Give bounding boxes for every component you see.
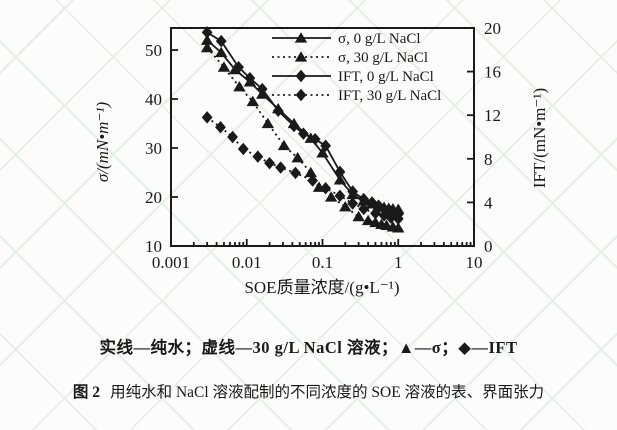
chart-legend: σ, 0 g/L NaCl σ, 30 g/L NaCl IFT, 0 g/L Na… [272,31,441,104]
right-tick-label: 16 [484,63,501,82]
x-tick-label: 0.1 [312,253,333,272]
diamond-marker [358,202,370,216]
plot-frame [170,27,475,247]
diamond-marker [275,161,287,174]
triangle-marker [339,201,352,212]
tension-vs-concentration-chart: 10 20 30 40 50 0 4 8 12 16 20 0.001 0.01 0.1 1 10 σ/(mN… [93,19,549,297]
diamond-marker [320,182,332,195]
line-style-note: 实线—纯水；虚线—30 g/L NaCl 溶液；▲—σ；◆—IFT [99,338,518,357]
diamond-marker [252,150,264,163]
legend-entry-1: σ, 30 g/L NaCl [272,50,428,66]
diamond-marker [244,71,256,85]
right-y-axis-title: IFT/(mN•m⁻¹) [530,88,549,188]
data-series [200,26,405,233]
diamond-marker [227,130,238,144]
triangle-marker [200,34,214,45]
diamond-marker [272,104,284,118]
diamond-marker [307,174,318,187]
left-y-axis-title: σ/(mN•m⁻¹) [93,101,112,182]
triangle-marker [200,41,214,53]
legend-marker-diamond [295,69,307,83]
triangle-marker [392,222,405,233]
figure-caption: 图 2 用纯水和 NaCl 溶液配制的不同浓度的 SOE 溶液的表、界面张力 [0,380,617,402]
x-tick-label: 10 [466,253,483,272]
diamond-marker [256,82,268,96]
diamond-marker [320,139,332,152]
triangle-marker [333,174,347,185]
diamond-marker [334,165,346,179]
legend-label: σ, 0 g/L NaCl [338,31,421,47]
diamond-marker [288,119,300,133]
diamond-marker [237,142,249,156]
diamond-marker [309,132,321,146]
diamond-marker [290,166,301,180]
triangle-marker [261,117,275,129]
left-tick-label: 50 [145,41,162,60]
diamond-marker [201,26,213,39]
diamond-marker [378,202,390,216]
left-tick-label: 20 [145,188,162,207]
triangle-marker [361,214,375,226]
diamond-marker [370,207,381,220]
diamond-marker [201,111,213,124]
left-tick-label: 40 [145,90,162,109]
diamond-marker [378,209,390,222]
triangle-marker [324,191,338,202]
left-tick-label: 10 [145,237,162,256]
series-3 [201,111,404,225]
triangle-marker [352,210,365,222]
triangle-marker [316,147,329,158]
diamond-marker [264,156,275,170]
triangle-marker [277,139,291,151]
right-tick-label: 12 [484,106,501,125]
legend-label: IFT, 30 g/L NaCl [338,88,441,104]
diamond-marker [298,127,309,140]
legend-entry-3: IFT, 30 g/L NaCl [272,88,441,104]
left-tick-label: 30 [145,139,162,158]
legend-marker-triangle [294,32,308,43]
axis-tick-labels: 10 20 30 40 50 0 4 8 12 16 20 0.001 0.01 0.1 1 10 [145,19,501,272]
x-axis-title: SOE质量浓度/(g•L⁻¹) [244,278,399,297]
diamond-marker [392,212,404,225]
diamond-marker [358,192,370,206]
diamond-marker [233,61,244,74]
axis-ticks [170,49,475,246]
legend-entry-2: IFT, 0 g/L NaCl [272,69,434,85]
legend-marker-diamond [295,88,307,102]
legend-label: σ, 30 g/L NaCl [338,50,428,66]
triangle-marker [291,152,304,163]
legend-label: IFT, 0 g/L NaCl [338,69,434,85]
legend-marker-triangle [294,51,308,62]
x-tick-label: 1 [394,253,403,272]
triangle-marker [304,166,317,178]
x-tick-label: 0.01 [232,253,262,272]
diamond-marker [334,189,346,203]
right-tick-label: 4 [484,193,493,212]
diamond-marker [215,34,227,48]
figure-number: 图 2 [72,384,101,401]
x-tick-label: 0.001 [152,253,190,272]
diamond-marker [347,185,359,198]
right-tick-label: 0 [484,237,493,256]
triangle-marker [233,80,246,92]
right-tick-label: 8 [484,150,493,169]
right-tick-label: 20 [484,19,501,38]
triangle-marker [217,61,231,72]
diamond-marker [215,120,226,134]
figure-caption-text: 用纯水和 NaCl 溶液配制的不同浓度的 SOE 溶液的表、界面张力 [110,384,545,401]
triangle-marker [215,46,228,58]
diamond-marker [347,197,359,210]
legend-entry-0: σ, 0 g/L NaCl [272,31,421,47]
diamond-marker [385,211,397,224]
triangle-marker [246,95,259,107]
